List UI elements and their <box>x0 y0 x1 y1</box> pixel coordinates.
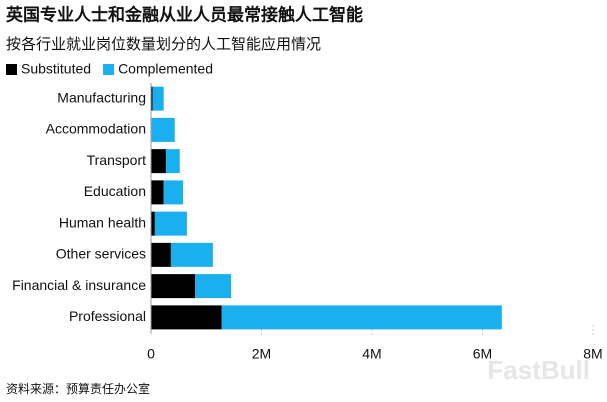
y-tick-label: Financial & insurance <box>12 277 146 293</box>
x-tick-label: 4M <box>362 346 381 362</box>
bar-segment <box>163 180 184 205</box>
chart-title: 英国专业人士和金融从业人员最常接触人工智能 <box>6 4 363 24</box>
bar-segment <box>151 180 164 205</box>
chart-subtitle: 按各行业就业岗位数量划分的人工智能应用情况 <box>6 35 321 53</box>
bar-segment <box>154 211 187 236</box>
legend-swatch <box>6 64 17 75</box>
x-tick-label: 6M <box>473 346 492 362</box>
bar-segment <box>151 149 166 174</box>
legend-swatch <box>103 64 115 75</box>
y-tick-label: Education <box>84 183 146 199</box>
watermark: FastBull <box>487 355 590 385</box>
y-tick-label: Professional <box>69 308 146 324</box>
bar-segment <box>151 305 222 330</box>
bar-segment <box>195 274 232 299</box>
bar-segment <box>152 86 164 111</box>
bar-segment <box>165 149 180 174</box>
y-tick-label: Accommodation <box>46 121 146 137</box>
bar-segment <box>151 117 175 142</box>
x-tick-label: 8M <box>583 346 602 362</box>
legend-label: Complemented <box>118 61 213 77</box>
bar-segment <box>151 274 196 299</box>
bar-segment <box>151 242 171 267</box>
y-tick-label: Transport <box>87 152 147 168</box>
x-tick-label: 0 <box>147 346 155 362</box>
bar-segment <box>170 242 213 267</box>
bar-segment <box>221 305 502 330</box>
source-note: 资料来源：预算责任办公室 <box>6 381 150 396</box>
y-tick-label: Manufacturing <box>57 89 146 105</box>
bar-segment <box>151 211 155 236</box>
y-tick-label: Other services <box>56 246 146 262</box>
x-tick-label: 2M <box>252 346 271 362</box>
legend-label: Substituted <box>21 61 91 77</box>
y-tick-label: Human health <box>59 214 146 230</box>
bar-segment <box>151 86 153 111</box>
